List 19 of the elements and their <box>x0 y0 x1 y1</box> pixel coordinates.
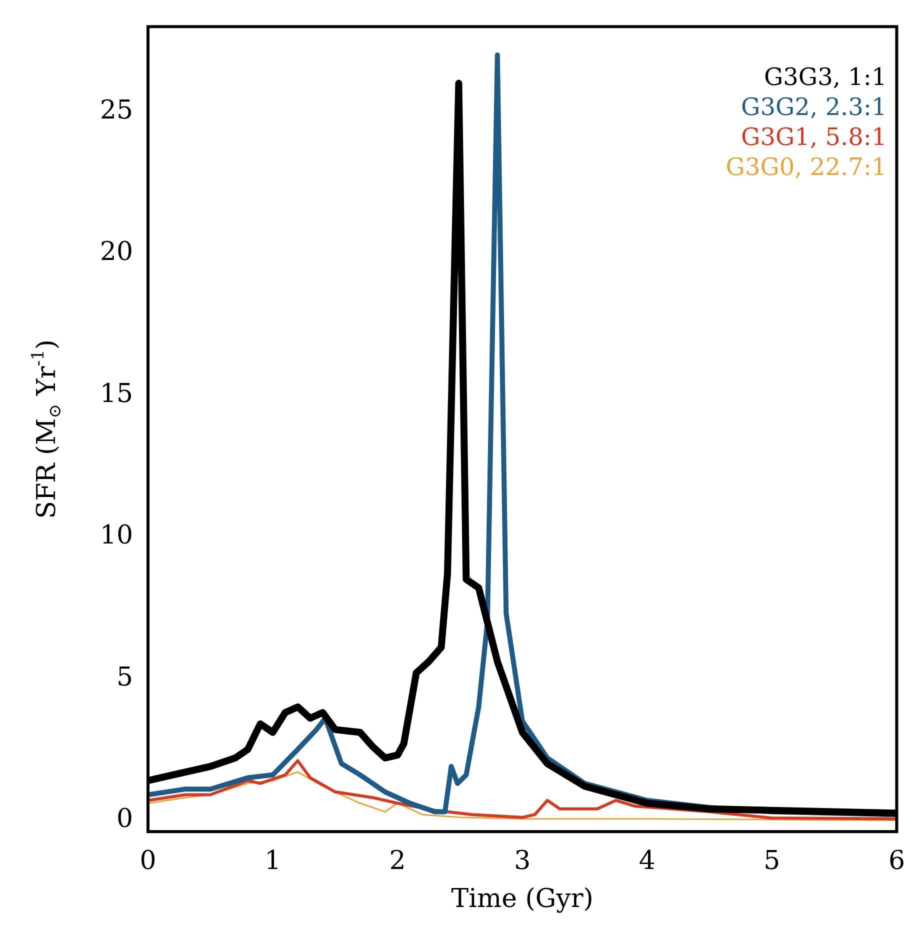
text: G3G1, 5.8:1 <box>741 122 887 151</box>
text: G3G3, 1:1 <box>764 62 887 91</box>
y-tick-label: 25 <box>100 95 133 126</box>
text: G3G0, 22.7:1 <box>726 152 887 181</box>
y-tick-label: 10 <box>100 520 133 551</box>
x-tick-label: 6 <box>888 846 905 876</box>
x-tick-label: 0 <box>140 846 156 876</box>
x-tick-label: 3 <box>514 846 531 876</box>
x-tick-label: 4 <box>638 846 656 876</box>
x-axis-title: Time (Gyr) <box>451 884 594 914</box>
text: G3G2, 2.3:1 <box>741 92 887 121</box>
y-tick-label: 15 <box>100 378 133 409</box>
y-tick-label: 5 <box>116 662 133 692</box>
x-tick-label: 1 <box>264 846 282 876</box>
x-tick-label: 2 <box>389 846 406 876</box>
y-axis-title: SFR (M⊙ Yr-1) <box>28 339 66 519</box>
y-tick-label: 20 <box>100 237 133 268</box>
x-tick-label: 5 <box>764 846 780 876</box>
y-tick-label: 0 <box>116 804 133 834</box>
